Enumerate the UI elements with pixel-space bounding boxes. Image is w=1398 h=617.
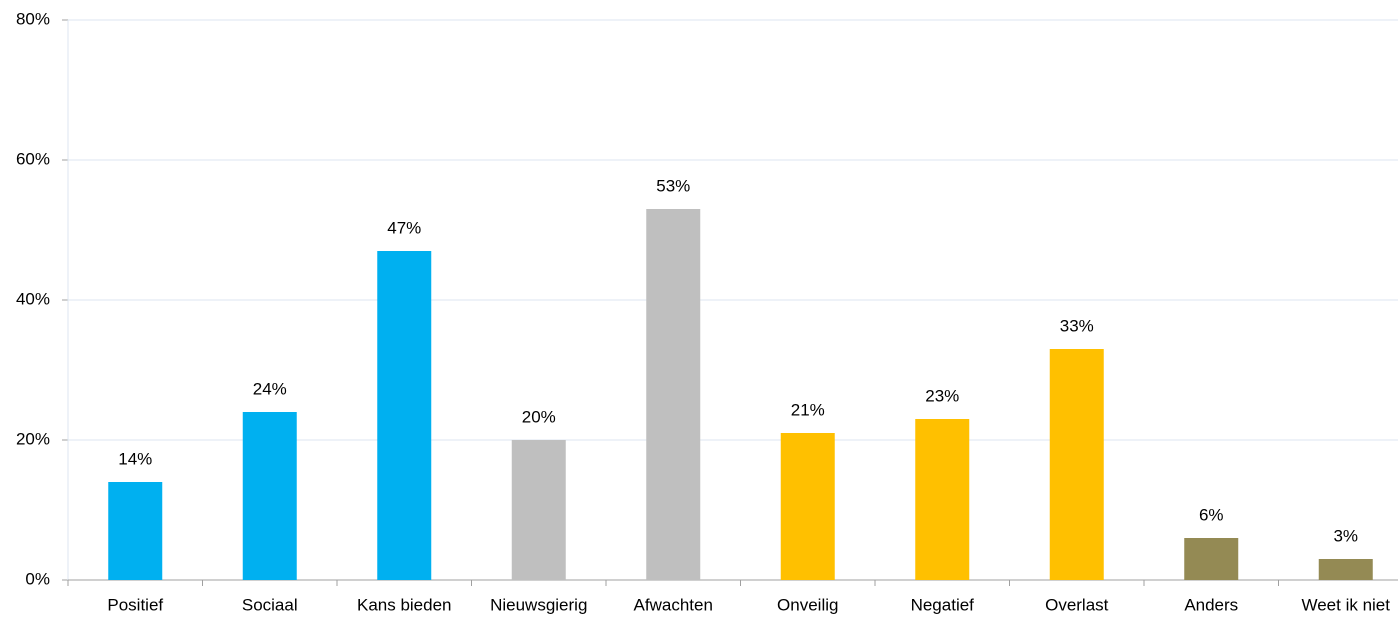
y-tick-label: 40% [16,289,50,308]
y-tick-label: 20% [16,429,50,448]
bar [1184,538,1239,580]
bar [915,419,970,580]
data-label: 47% [387,218,421,237]
bar [1049,349,1104,580]
data-label: 14% [118,449,152,468]
x-tick-label: Afwachten [634,595,713,614]
data-label: 33% [1060,316,1094,335]
x-tick-label: Overlast [1045,595,1109,614]
x-tick-label: Weet ik niet [1301,595,1390,614]
y-tick-label: 0% [25,569,50,588]
x-tick-label: Anders [1184,595,1238,614]
y-tick-label: 80% [16,9,50,28]
x-tick-label: Onveilig [777,595,838,614]
bar [511,440,566,580]
bar [646,209,701,580]
x-tick-label: Positief [107,595,163,614]
data-label: 3% [1333,526,1358,545]
x-tick-label: Kans bieden [357,595,452,614]
bar [1318,559,1373,580]
bar [780,433,835,580]
x-tick-label: Sociaal [242,595,298,614]
x-tick-label: Negatief [911,595,975,614]
data-label: 24% [253,379,287,398]
bar [242,412,297,580]
bar [108,482,163,580]
data-label: 6% [1199,505,1224,524]
bar [377,251,432,580]
data-label: 53% [656,176,690,195]
x-tick-label: Nieuwsgierig [490,595,587,614]
data-label: 21% [791,400,825,419]
y-tick-label: 60% [16,149,50,168]
data-label: 20% [522,407,556,426]
data-label: 23% [925,386,959,405]
